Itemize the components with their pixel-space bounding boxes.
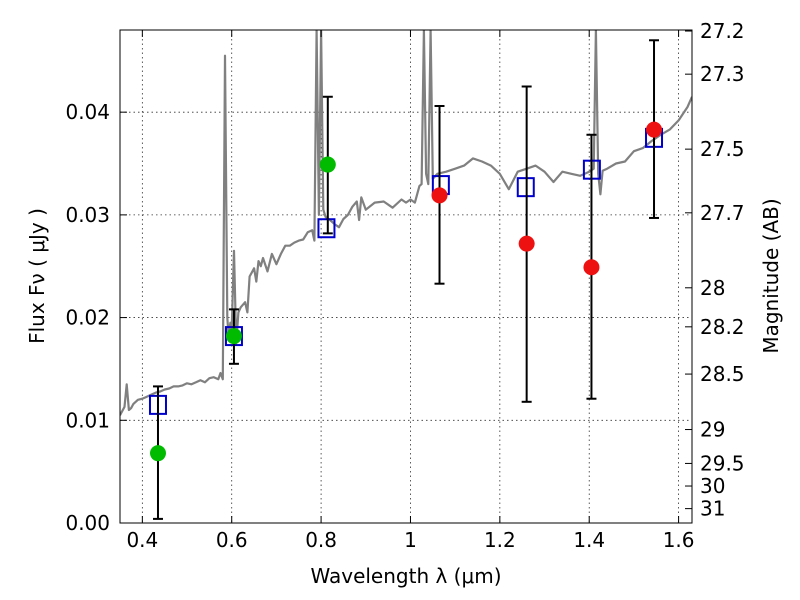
mag-tick-label: 31	[700, 497, 725, 521]
x-tick-label: 1	[404, 528, 417, 552]
x-tick-label: 1.6	[663, 528, 695, 552]
mag-tick-label: 27.5	[700, 137, 745, 161]
mag-tick-label: 27.3	[700, 62, 745, 86]
mag-tick-label: 27.2	[700, 19, 745, 43]
y-tick-label: 0.03	[65, 203, 110, 227]
mag-tick-label: 30	[700, 474, 725, 498]
mag-tick-label: 29	[700, 418, 725, 442]
axis-layer: 0.4 0.6 0.8 1 1.2 1.4 1.6 0.00 0.01 0.02 0.03 0.04 2…	[65, 19, 744, 552]
mag-tick-label: 28.5	[700, 362, 745, 386]
y-tick-label: 0.02	[65, 306, 110, 330]
mag-tick-label: 28.2	[700, 315, 745, 339]
green-data-point	[149, 445, 166, 462]
y-tick-label: 0.04	[65, 100, 110, 124]
grid-layer	[120, 30, 692, 524]
clipped-series	[120, 30, 692, 416]
x-axis-label: Wavelength λ (μm)	[310, 564, 501, 588]
plot-frame	[119, 29, 693, 524]
mag-tick-label: 27.7	[700, 201, 745, 225]
green-data-point	[225, 328, 242, 345]
plot-layer	[120, 30, 692, 520]
y-tick-label: 0.00	[65, 511, 110, 535]
green-data-point	[319, 156, 336, 173]
red-data-point	[518, 235, 535, 252]
x-tick-label: 0.4	[126, 528, 158, 552]
red-data-point	[583, 259, 600, 276]
y-axis-label-right: Magnitude (AB)	[759, 198, 783, 353]
synthetic-flux-square	[317, 218, 336, 239]
x-tick-label: 0.6	[216, 528, 248, 552]
y-tick-label: 0.01	[65, 408, 110, 432]
model-spectrum-line	[120, 30, 692, 416]
mag-tick-label: 29.5	[700, 451, 745, 475]
x-tick-label: 1.2	[484, 528, 516, 552]
red-data-point	[431, 187, 448, 204]
x-tick-label: 1.4	[573, 528, 605, 552]
red-data-point	[646, 121, 663, 138]
x-tick-label: 0.8	[305, 528, 337, 552]
mag-tick-label: 28	[700, 276, 725, 300]
y-axis-label-left: Flux Fν ( μJy )	[25, 208, 49, 344]
